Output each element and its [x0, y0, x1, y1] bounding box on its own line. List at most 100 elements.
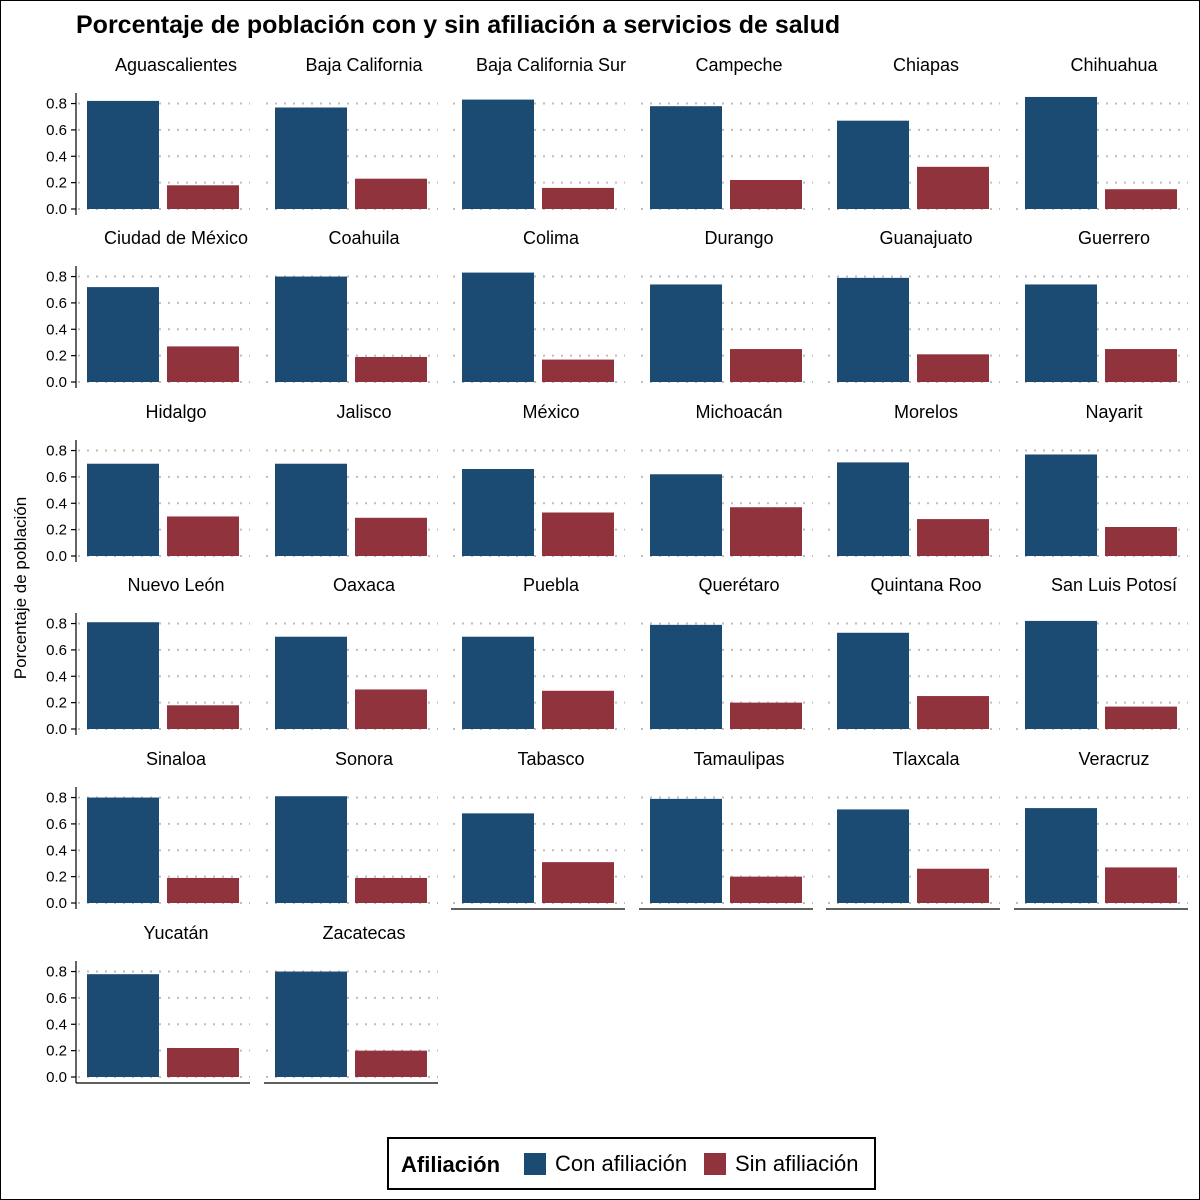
facet-panel: Coahuila [266, 228, 438, 383]
facet-panel: Ciudad de México 0.0 0.2 0.4 0.6 0.8 [46, 228, 250, 391]
y-tick-label: 0.2 [46, 1043, 67, 1060]
bar-sin-afiliacion [917, 868, 989, 903]
bar-sin-afiliacion [1105, 189, 1177, 209]
facet-panel: Michoacán [641, 402, 813, 557]
bar-con-afiliacion [837, 120, 909, 209]
facet-panel: Querétaro [641, 575, 813, 730]
facet-panel: Tlaxcala [826, 749, 1000, 910]
bar-con-afiliacion [87, 100, 159, 209]
y-tick-label: 0.8 [46, 269, 67, 286]
bar-sin-afiliacion [730, 702, 802, 729]
y-tick-label: 0.4 [46, 321, 67, 338]
bar-con-afiliacion [462, 272, 534, 382]
bar-sin-afiliacion [730, 180, 802, 209]
facet-label: Durango [704, 228, 773, 248]
bar-sin-afiliacion [1105, 527, 1177, 556]
legend-swatch-sin [704, 1153, 726, 1175]
y-tick-label: 0.8 [46, 96, 67, 113]
facet-label: Nayarit [1085, 402, 1142, 422]
y-tick-label: 0.8 [46, 443, 67, 460]
y-tick-label: 0.2 [46, 695, 67, 712]
facet-panel: Sonora [266, 749, 438, 904]
facet-label: Baja California [305, 55, 423, 75]
bar-sin-afiliacion [355, 517, 427, 556]
y-tick-label: 0.2 [46, 869, 67, 886]
facet-panel: Tamaulipas [639, 749, 813, 910]
facet-panel: Nayarit [1016, 402, 1188, 557]
bar-con-afiliacion [87, 463, 159, 556]
bar-con-afiliacion [462, 636, 534, 729]
y-tick-label: 0.4 [46, 668, 67, 685]
bar-sin-afiliacion [167, 346, 239, 382]
bar-sin-afiliacion [917, 696, 989, 729]
bar-con-afiliacion [87, 287, 159, 382]
bar-con-afiliacion [462, 469, 534, 556]
bar-sin-afiliacion [730, 507, 802, 556]
facet-panel: Baja California [266, 55, 438, 210]
facet-label: Tamaulipas [693, 749, 784, 769]
facet-panel: Puebla [453, 575, 625, 730]
facet-label: Tlaxcala [892, 749, 960, 769]
bar-sin-afiliacion [730, 876, 802, 903]
facet-label: Tabasco [517, 749, 584, 769]
facet-label: Guanajuato [879, 228, 972, 248]
bar-sin-afiliacion [917, 166, 989, 209]
y-axis-label: Porcentaje de población [11, 497, 30, 679]
legend-title: Afiliación [401, 1152, 500, 1177]
bar-con-afiliacion [462, 813, 534, 903]
legend-label-sin: Sin afiliación [735, 1151, 859, 1176]
bar-sin-afiliacion [355, 356, 427, 382]
bar-sin-afiliacion [1105, 706, 1177, 729]
bar-con-afiliacion [275, 971, 347, 1077]
y-tick-label: 0.8 [46, 790, 67, 807]
facet-label: Chiapas [893, 55, 959, 75]
facet-panel: Durango [641, 228, 813, 383]
facet-panel: Tabasco [451, 749, 625, 910]
legend-label-con: Con afiliación [555, 1151, 687, 1176]
bar-con-afiliacion [1025, 284, 1097, 382]
y-tick-label: 0.2 [46, 522, 67, 539]
bar-con-afiliacion [837, 277, 909, 382]
facet-label: Coahuila [328, 228, 400, 248]
facet-panel: Yucatán 0.0 0.2 0.4 0.6 0.8 [46, 923, 250, 1086]
y-tick-label: 0.6 [46, 295, 67, 312]
bar-con-afiliacion [87, 974, 159, 1077]
bar-con-afiliacion [87, 622, 159, 729]
facet-panel: Chiapas [828, 55, 1000, 210]
facet-panel: Quintana Roo [828, 575, 1000, 730]
y-tick-label: 0.2 [46, 175, 67, 192]
facet-label: Querétaro [698, 575, 779, 595]
bar-sin-afiliacion [355, 1050, 427, 1077]
facet-panel: Hidalgo 0.0 0.2 0.4 0.6 0.8 [46, 402, 250, 565]
bar-sin-afiliacion [167, 877, 239, 903]
y-tick-label: 0.6 [46, 122, 67, 139]
chart-title: Porcentaje de población con y sin afilia… [76, 11, 840, 39]
bar-con-afiliacion [275, 796, 347, 903]
bar-con-afiliacion [837, 632, 909, 729]
facet-panel: México [453, 402, 625, 557]
bar-sin-afiliacion [917, 519, 989, 556]
y-tick-label: 0.2 [46, 348, 67, 365]
facet-label: Veracruz [1078, 749, 1149, 769]
bar-con-afiliacion [462, 99, 534, 209]
bar-con-afiliacion [1025, 620, 1097, 729]
y-tick-label: 0.4 [46, 842, 67, 859]
bar-con-afiliacion [275, 107, 347, 209]
bar-con-afiliacion [275, 463, 347, 556]
bar-sin-afiliacion [917, 354, 989, 382]
facet-label: Aguascalientes [115, 55, 237, 75]
y-tick-label: 0.6 [46, 990, 67, 1007]
bar-con-afiliacion [1025, 96, 1097, 209]
y-tick-label: 0.0 [46, 721, 67, 738]
facet-label: Oaxaca [333, 575, 396, 595]
facet-panel: Baja California Sur [453, 55, 626, 210]
y-tick-label: 0.0 [46, 1069, 67, 1086]
bar-sin-afiliacion [1105, 349, 1177, 382]
facet-label: Morelos [894, 402, 958, 422]
facet-panels: Aguascalientes 0.0 0.2 0.4 0.6 0.8 Baja Califo… [46, 55, 1188, 1086]
bar-con-afiliacion [1025, 808, 1097, 903]
bar-con-afiliacion [275, 276, 347, 382]
bar-sin-afiliacion [542, 359, 614, 382]
bar-sin-afiliacion [167, 1048, 239, 1077]
